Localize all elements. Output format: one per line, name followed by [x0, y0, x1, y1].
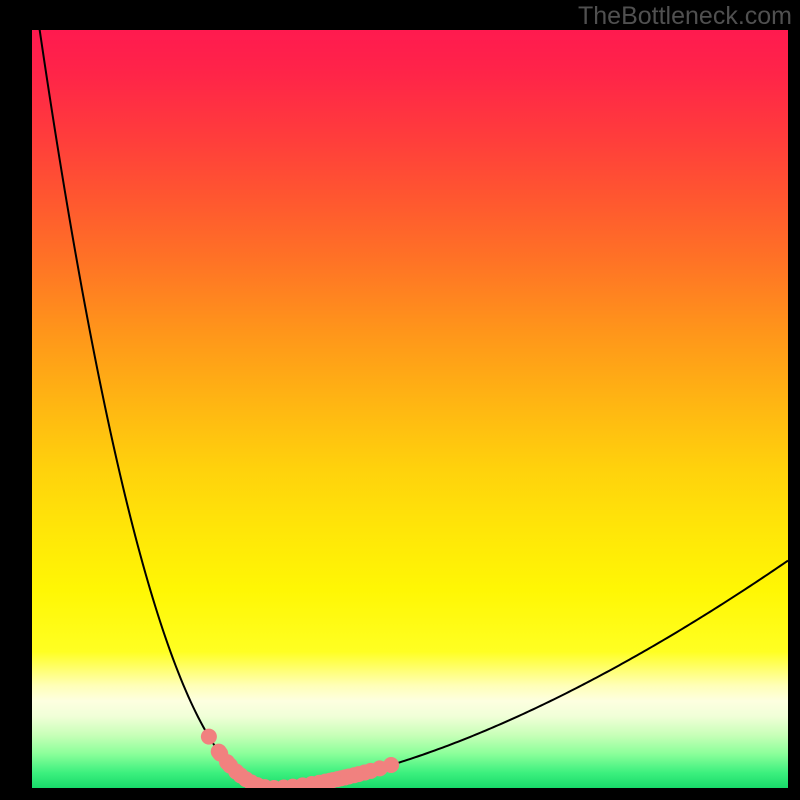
curve-marker [383, 757, 399, 773]
curve-marker [201, 729, 217, 745]
bottleneck-chart [0, 0, 800, 800]
watermark-text: TheBottleneck.com [578, 2, 792, 31]
plot-background [32, 30, 788, 788]
